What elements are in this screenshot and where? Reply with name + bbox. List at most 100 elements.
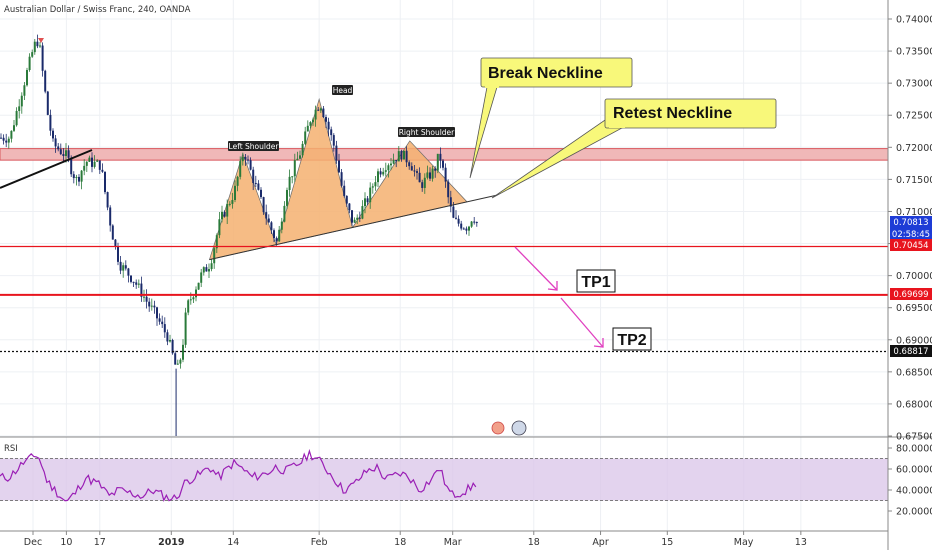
news-event-icon[interactable] bbox=[511, 420, 527, 436]
tp1-label: TP1 bbox=[576, 269, 616, 293]
event-icons[interactable] bbox=[491, 420, 527, 436]
price-pane[interactable] bbox=[0, 0, 888, 437]
candle-body bbox=[426, 172, 429, 178]
candle-body bbox=[200, 272, 203, 283]
candle-body bbox=[319, 108, 322, 111]
candle-body bbox=[390, 163, 392, 166]
candle-body bbox=[85, 161, 88, 166]
candle-body bbox=[262, 197, 265, 213]
candle-body bbox=[169, 340, 171, 342]
candle-body bbox=[161, 321, 164, 325]
candle-body bbox=[234, 185, 236, 200]
left-shoulder-label: Left Shoulder bbox=[228, 141, 279, 151]
y-tick-label: 0.69500 bbox=[896, 303, 932, 314]
candle-body bbox=[322, 108, 325, 118]
candle-body bbox=[455, 217, 457, 219]
candle-body bbox=[423, 177, 426, 188]
svg-text:Head: Head bbox=[333, 86, 353, 95]
x-tick-label: Feb bbox=[311, 537, 328, 548]
candle-body bbox=[122, 265, 125, 271]
svg-text:Retest Neckline: Retest Neckline bbox=[613, 105, 732, 122]
x-tick-label: 15 bbox=[661, 537, 673, 548]
y-tick-label: 0.70000 bbox=[896, 271, 932, 282]
candle-body bbox=[400, 151, 403, 160]
candle-body bbox=[5, 140, 8, 143]
x-tick-label: 18 bbox=[394, 537, 406, 548]
candle-body bbox=[374, 182, 377, 187]
candle-body bbox=[416, 171, 418, 173]
candle-body bbox=[67, 150, 70, 158]
svg-text:TP2: TP2 bbox=[617, 332, 646, 349]
candle-body bbox=[218, 219, 221, 236]
candle-body bbox=[150, 305, 153, 307]
candle-body bbox=[387, 165, 390, 171]
support-price-badge: 0.70454 bbox=[890, 239, 932, 251]
candle-body bbox=[210, 263, 213, 270]
price-scale[interactable] bbox=[888, 0, 932, 550]
tp1-price-badge: 0.69699 bbox=[890, 288, 932, 300]
time-scale[interactable] bbox=[0, 531, 888, 550]
head-label: Head bbox=[332, 85, 353, 95]
candle-body bbox=[7, 138, 10, 143]
x-tick-label: 18 bbox=[528, 537, 540, 548]
candle-body bbox=[182, 344, 184, 360]
svg-text:Left Shoulder: Left Shoulder bbox=[229, 142, 280, 151]
retest-neckline-callout: Retest Neckline bbox=[491, 98, 777, 199]
high-marker-icon bbox=[38, 38, 44, 43]
candle-body bbox=[442, 160, 444, 168]
candle-body bbox=[299, 155, 301, 159]
x-tick-label: Apr bbox=[592, 537, 609, 548]
candle-body bbox=[28, 56, 31, 71]
candle-body bbox=[470, 221, 473, 227]
candle-body bbox=[444, 167, 447, 182]
candle-body bbox=[111, 225, 114, 240]
svg-text:TP1: TP1 bbox=[581, 274, 610, 291]
time-axis-ticks: Dec 10 17 2019 14 Feb 18 Mar 18 Apr 15 May 13 bbox=[24, 531, 807, 548]
candle-body bbox=[436, 153, 439, 171]
candle-body bbox=[41, 45, 44, 71]
candle-body bbox=[348, 203, 351, 211]
candle-body bbox=[36, 41, 39, 47]
candle-body bbox=[75, 176, 78, 179]
candle-body bbox=[340, 172, 343, 186]
candle-body bbox=[213, 248, 216, 264]
candle-body bbox=[62, 154, 65, 157]
calendar-event-icon[interactable] bbox=[491, 421, 505, 435]
candle-body bbox=[223, 211, 226, 217]
candle-body bbox=[205, 267, 208, 272]
y-tick-label: 0.68500 bbox=[896, 367, 932, 378]
countdown-badge: 02:58:45 bbox=[890, 228, 932, 240]
chart-title: Australian Dollar / Swiss Franc, 240, OA… bbox=[4, 5, 191, 15]
candle-body bbox=[137, 283, 140, 285]
candle-body bbox=[283, 205, 286, 222]
candle-body bbox=[462, 228, 465, 230]
candle-body bbox=[59, 149, 62, 155]
candle-body bbox=[23, 85, 26, 96]
candle-body bbox=[78, 176, 80, 182]
candle-body bbox=[410, 166, 413, 171]
y-tick-label: 0.68000 bbox=[896, 399, 932, 410]
projection-arrows bbox=[514, 246, 604, 348]
candle-body bbox=[343, 185, 346, 196]
candle-body bbox=[429, 172, 431, 179]
y-tick-label: 0.72500 bbox=[896, 111, 932, 122]
candle-body bbox=[252, 169, 255, 183]
svg-text:0.70813: 0.70813 bbox=[893, 218, 928, 228]
svg-text:0.69699: 0.69699 bbox=[893, 290, 928, 300]
candle-body bbox=[403, 150, 405, 160]
candle-body bbox=[371, 186, 374, 188]
candle-body bbox=[96, 160, 99, 162]
candle-body bbox=[127, 268, 130, 276]
candle-body bbox=[338, 160, 340, 173]
candle-body bbox=[296, 158, 299, 161]
candle-body bbox=[327, 121, 330, 130]
candle-body bbox=[189, 299, 192, 301]
candle-body bbox=[278, 229, 281, 242]
candle-body bbox=[10, 130, 13, 139]
candle-body bbox=[15, 110, 18, 126]
candle-body bbox=[221, 211, 223, 220]
y-tick-label: 0.72000 bbox=[896, 143, 932, 154]
candle-body bbox=[166, 332, 169, 342]
candle-body bbox=[452, 206, 455, 218]
candle-body bbox=[275, 238, 278, 242]
